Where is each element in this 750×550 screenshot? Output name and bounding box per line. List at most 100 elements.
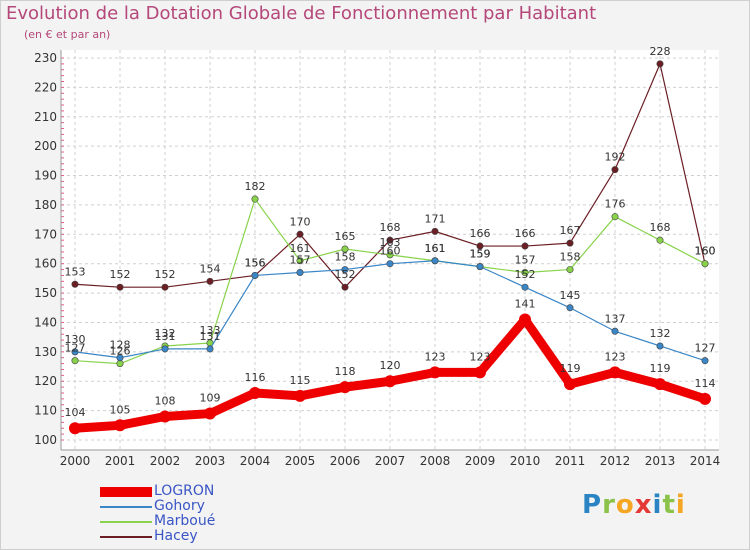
data-label: 156 <box>245 256 266 269</box>
data-point <box>116 360 124 368</box>
data-label: 168 <box>650 221 671 234</box>
data-point <box>204 407 216 420</box>
data-label: 182 <box>245 180 266 193</box>
logo-letter: i <box>675 490 686 520</box>
data-point <box>474 366 486 379</box>
data-label: 161 <box>425 242 446 255</box>
data-label: 131 <box>200 330 221 343</box>
y-tick-label: 170 <box>34 227 57 241</box>
data-label: 160 <box>695 245 716 258</box>
x-tick-label: 2002 <box>150 454 181 468</box>
x-tick-label: 2007 <box>375 454 406 468</box>
data-point <box>656 342 664 350</box>
y-tick-label: 210 <box>34 110 57 124</box>
data-point <box>206 277 214 285</box>
logo-letter: t <box>662 490 676 520</box>
y-tick-label: 100 <box>34 433 57 447</box>
data-point <box>566 304 574 312</box>
data-label: 166 <box>515 227 536 240</box>
data-point <box>249 386 261 399</box>
legend-label: Marboué <box>154 513 216 529</box>
data-point <box>386 236 394 244</box>
data-label: 123 <box>605 350 626 363</box>
data-label: 104 <box>65 406 86 419</box>
data-point <box>611 327 619 335</box>
x-tick-label: 2013 <box>645 454 676 468</box>
data-label: 127 <box>695 342 716 355</box>
data-label: 157 <box>515 254 536 267</box>
data-label: 171 <box>425 212 446 225</box>
logo-letter: P <box>582 490 603 520</box>
data-point <box>386 260 394 268</box>
data-label: 168 <box>380 221 401 234</box>
y-tick-label: 190 <box>34 169 57 183</box>
data-label: 163 <box>380 236 401 249</box>
data-label: 123 <box>425 350 446 363</box>
logo-letter: i <box>652 490 663 520</box>
y-tick-label: 130 <box>34 345 57 359</box>
legend-swatch <box>100 521 152 523</box>
data-label: 166 <box>470 227 491 240</box>
data-point <box>339 381 351 394</box>
data-label: 156 <box>245 256 266 269</box>
data-label: 126 <box>110 345 131 358</box>
data-label: 105 <box>110 403 131 416</box>
data-point <box>71 348 79 356</box>
data-label: 116 <box>245 371 266 384</box>
data-label: 165 <box>335 230 356 243</box>
data-label: 137 <box>605 312 626 325</box>
data-point <box>251 195 259 203</box>
data-point <box>296 230 304 238</box>
y-tick-label: 230 <box>34 51 57 65</box>
y-tick-label: 150 <box>34 286 57 300</box>
data-label: 114 <box>695 377 716 390</box>
data-label: 160 <box>380 245 401 258</box>
data-point <box>611 213 619 221</box>
legend-label: Gohory <box>154 498 205 514</box>
data-label: 167 <box>560 224 581 237</box>
data-point <box>69 422 81 435</box>
x-tick-label: 2006 <box>330 454 361 468</box>
data-label: 157 <box>290 254 311 267</box>
legend-swatch <box>100 506 152 508</box>
data-point <box>431 227 439 235</box>
data-point <box>521 269 529 277</box>
data-point <box>609 366 621 379</box>
y-tick-label: 180 <box>34 198 57 212</box>
data-label: 159 <box>470 248 491 261</box>
data-point <box>341 245 349 253</box>
x-tick-label: 2005 <box>285 454 316 468</box>
data-label: 160 <box>695 245 716 258</box>
x-tick-label: 2001 <box>105 454 136 468</box>
data-label: 115 <box>290 374 311 387</box>
data-point <box>521 283 529 291</box>
x-tick-label: 2004 <box>240 454 271 468</box>
chart-subtitle: (en € et par an) <box>24 28 111 41</box>
legend-swatch <box>100 536 152 538</box>
data-label: 176 <box>605 198 626 211</box>
logo-letter: o <box>615 490 635 520</box>
data-label: 109 <box>200 392 221 405</box>
x-tick-label: 2012 <box>600 454 631 468</box>
legend-label: Hacey <box>154 528 198 544</box>
y-tick-label: 160 <box>34 257 57 271</box>
data-point <box>71 357 79 365</box>
data-label: 152 <box>155 268 176 281</box>
data-point <box>564 378 576 391</box>
data-label: 133 <box>200 324 221 337</box>
data-label: 158 <box>560 251 581 264</box>
data-point <box>521 242 529 250</box>
data-label: 159 <box>470 248 491 261</box>
y-tick-label: 120 <box>34 374 57 388</box>
logo-letter: x <box>634 490 653 520</box>
x-tick-label: 2011 <box>555 454 586 468</box>
data-label: 154 <box>200 262 221 275</box>
data-point <box>431 257 439 265</box>
data-point <box>294 389 306 402</box>
data-point <box>656 236 664 244</box>
x-tick-label: 2009 <box>465 454 496 468</box>
x-tick-label: 2008 <box>420 454 451 468</box>
data-label: 158 <box>335 251 356 264</box>
y-tick-label: 110 <box>34 404 57 418</box>
